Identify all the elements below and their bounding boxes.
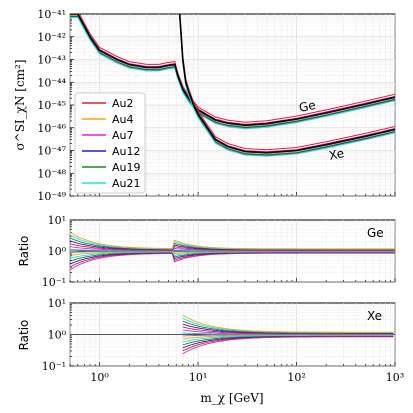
main-ylabel: σ^SI_χN [cm²] [13,59,27,150]
ge-ratio-curves [70,231,395,271]
tick-labels: 10⁻⁴¹ 10⁻⁴² 10⁻⁴³ 10⁻⁴⁴ 10⁻⁴⁵ 10⁻⁴⁶ 10⁻⁴⁷ 10⁻⁴⁸… [37,8,404,384]
ge-curve-au21 [70,17,395,130]
xe-curve-annotation: Xe [328,146,346,163]
main-y-tick-label: 10⁻⁴⁸ [37,167,66,180]
main-y-tick-label: 10⁻⁴¹ [37,8,66,21]
ge-ratio-line [70,231,395,250]
legend-box [74,92,146,194]
main-y-tick-label: 10⁻⁴⁴ [37,76,66,89]
x-tick-label: 10⁰ [90,371,109,384]
xe-ratio-ylabel: Ratio [17,320,31,351]
xe-ratio-y-tick-label: 10⁰ [48,329,67,342]
main-y-tick-label: 10⁻⁴⁹ [37,190,66,203]
xe-ratio-line [182,314,394,333]
xe-ratio-curves [70,314,395,355]
xe-reference-curve [178,14,395,154]
ge-ratio-y-tick-label: 10⁻¹ [42,276,66,289]
xe-ratio-panel-label: Xe [367,309,382,323]
ge-ratio-ylabel: Ratio [17,236,31,267]
x-tick-label: 10² [287,371,305,384]
ge-ratio-line [70,234,395,250]
ge-ratio-panel-label: Ge [367,226,384,240]
main-y-tick-label: 10⁻⁴³ [37,54,66,67]
main-curves [70,14,395,157]
legend-label-au21: Au21 [112,177,141,190]
main-y-tick-label: 10⁻⁴⁶ [37,122,66,135]
ge-ratio-line [70,237,395,250]
main-y-tick-label: 10⁻⁴² [37,31,66,44]
legend-label-au2: Au2 [112,97,134,110]
ge-curve-annotation: Ge [298,98,317,115]
xe-ratio-y-tick-label: 10⁻¹ [42,360,66,373]
legend-label-au19: Au19 [112,161,141,174]
x-axis-label: m_χ [GeV] [200,391,263,405]
ge-ratio-line [70,252,395,268]
ge-ratio-y-tick-label: 10¹ [48,214,66,227]
ge-ratio-y-tick-label: 10⁰ [48,245,67,258]
legend-label-au12: Au12 [112,145,141,158]
main-y-tick-label: 10⁻⁴⁷ [37,145,66,158]
legend: Au2 Au4 Au7 Au12 Au19 Au21 [74,92,146,194]
xe-curve-au21 [179,17,395,157]
legend-label-au7: Au7 [112,129,134,142]
ge-reference-curve [70,14,395,127]
x-tick-label: 10³ [386,371,404,384]
legend-label-au4: Au4 [112,113,134,126]
xe-ratio-y-tick-label: 10¹ [48,297,66,310]
ge-curve-au2 [78,14,395,123]
x-tick-label: 10¹ [189,371,207,384]
main-y-tick-label: 10⁻⁴⁵ [37,99,66,112]
